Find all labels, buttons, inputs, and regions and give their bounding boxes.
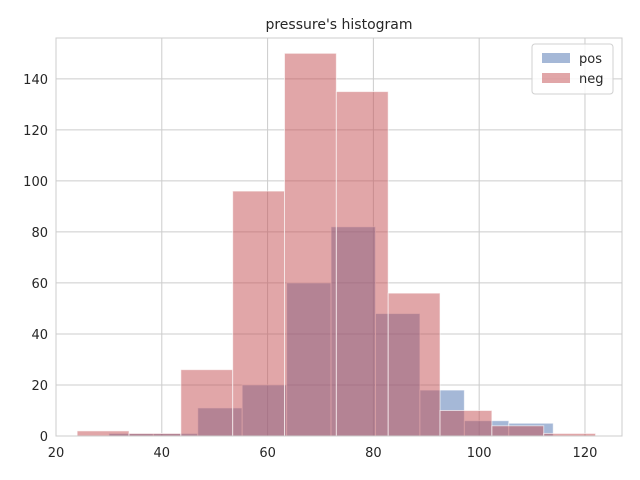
bar-neg <box>335 91 389 437</box>
x-tick-label: 80 <box>365 446 382 461</box>
y-tick-label: 0 <box>40 430 48 445</box>
bar-neg <box>439 409 493 437</box>
legend-label-neg: neg <box>579 72 604 87</box>
bar-neg <box>387 292 441 437</box>
legend-label-pos: pos <box>579 52 602 67</box>
bar-neg <box>491 425 545 437</box>
y-axis-ticks: 0 20 40 60 80 100 120 140 <box>23 73 48 445</box>
x-tick-label: 20 <box>48 446 65 461</box>
bars <box>76 52 597 437</box>
y-tick-label: 120 <box>23 124 48 139</box>
bar-neg <box>284 52 337 437</box>
x-axis-ticks: 20 40 60 80 100 120 <box>48 446 598 461</box>
plot-frame <box>55 37 623 437</box>
bar-neg <box>76 430 130 437</box>
legend-swatch-neg <box>542 73 570 83</box>
x-tick-label: 60 <box>259 446 276 461</box>
x-tick-label: 100 <box>467 446 492 461</box>
y-tick-label: 100 <box>23 175 48 190</box>
y-tick-label: 80 <box>31 226 48 241</box>
chart-title: pressure's histogram <box>265 17 412 33</box>
y-tick-label: 140 <box>23 73 48 88</box>
y-tick-label: 20 <box>31 379 48 394</box>
y-tick-label: 40 <box>31 328 48 343</box>
x-tick-label: 120 <box>573 446 598 461</box>
bar-neg <box>232 190 286 437</box>
bar-neg <box>180 369 234 437</box>
y-tick-label: 60 <box>31 277 48 292</box>
legend: pos neg <box>531 43 614 95</box>
legend-swatch-pos <box>542 53 570 63</box>
x-tick-label: 40 <box>154 446 171 461</box>
